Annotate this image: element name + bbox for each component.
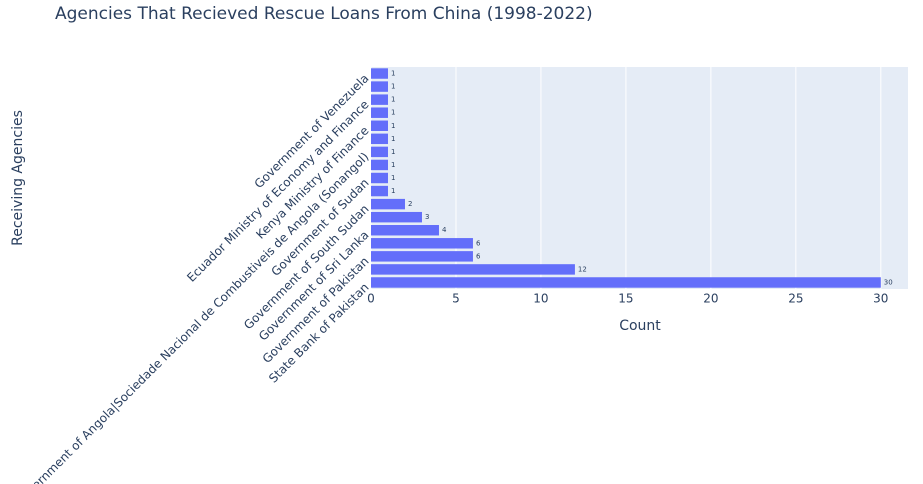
y-axis-title: Receiving Agencies bbox=[10, 110, 26, 246]
value-label: 30 bbox=[884, 278, 893, 286]
x-tick-label: 30 bbox=[873, 292, 888, 306]
bar bbox=[371, 159, 388, 171]
value-label: 1 bbox=[391, 109, 395, 117]
chart-title: Agencies That Recieved Rescue Loans From… bbox=[55, 4, 593, 24]
value-label: 1 bbox=[391, 148, 395, 156]
bar bbox=[371, 238, 473, 249]
value-label: 2 bbox=[408, 200, 412, 208]
bar bbox=[371, 277, 881, 288]
value-label: 1 bbox=[391, 174, 395, 182]
value-label: 1 bbox=[391, 122, 395, 130]
value-label: 4 bbox=[442, 226, 447, 234]
value-label: 6 bbox=[476, 239, 481, 247]
x-tick-label: 5 bbox=[452, 292, 460, 306]
bar bbox=[371, 120, 388, 131]
bar bbox=[371, 198, 405, 210]
value-label: 1 bbox=[391, 83, 395, 91]
x-tick-label: 0 bbox=[367, 292, 375, 306]
bar bbox=[371, 172, 388, 184]
value-label: 6 bbox=[476, 252, 481, 260]
value-label: 1 bbox=[391, 161, 395, 169]
x-tick-label: 15 bbox=[618, 292, 633, 306]
bar bbox=[371, 264, 575, 275]
bar bbox=[371, 185, 388, 197]
value-label: 1 bbox=[391, 187, 395, 195]
bar bbox=[371, 133, 388, 145]
value-label: 1 bbox=[391, 70, 395, 78]
bar bbox=[371, 68, 388, 79]
bar bbox=[371, 94, 388, 105]
x-tick-label: 25 bbox=[788, 292, 803, 306]
bar bbox=[371, 225, 439, 236]
bar bbox=[371, 211, 422, 223]
x-tick-label: 10 bbox=[533, 292, 548, 306]
bar bbox=[371, 81, 388, 92]
bar bbox=[371, 107, 388, 118]
bar bbox=[371, 146, 388, 158]
value-label: 1 bbox=[391, 135, 395, 143]
value-label: 12 bbox=[578, 265, 587, 273]
value-label: 3 bbox=[425, 213, 429, 221]
value-label: 1 bbox=[391, 96, 395, 104]
bar bbox=[371, 251, 473, 262]
x-tick-label: 20 bbox=[703, 292, 718, 306]
x-axis-title: Count bbox=[619, 318, 661, 334]
